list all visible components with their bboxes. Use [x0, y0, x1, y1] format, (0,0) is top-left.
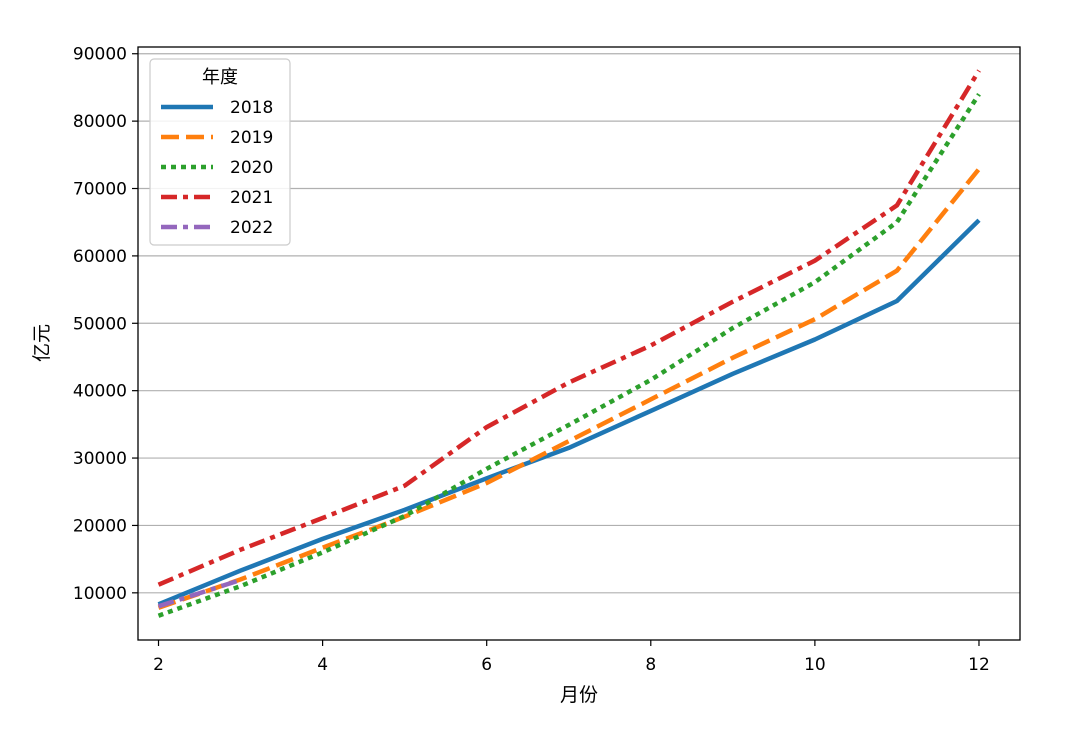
x-axis-label: 月份 — [560, 684, 598, 706]
y-axis-label: 亿元 — [31, 324, 53, 362]
series-line-2020 — [157, 92, 981, 618]
x-tick-label: 2 — [153, 655, 164, 675]
y-tick-label: 20000 — [73, 516, 127, 536]
plot-series — [157, 69, 981, 618]
series-line-2022 — [157, 577, 242, 609]
y-tick-label: 30000 — [73, 449, 127, 469]
x-tick-label: 6 — [481, 655, 492, 675]
legend-title: 年度 — [202, 67, 238, 88]
y-tick-label: 70000 — [73, 180, 127, 200]
y-tick-label: 80000 — [73, 112, 127, 132]
y-tick-label: 90000 — [73, 45, 127, 65]
y-tick-label: 40000 — [73, 382, 127, 402]
x-tick-label: 10 — [804, 655, 826, 675]
legend-label-2018: 2018 — [230, 98, 273, 118]
series-line-2018 — [157, 218, 981, 607]
legend: 年度 2018 2019 2020 2021 2022 — [149, 58, 291, 246]
legend-label-2022: 2022 — [230, 218, 273, 238]
plot-frame — [137, 46, 1021, 641]
y-tick-label: 50000 — [73, 314, 127, 334]
x-tick-label: 4 — [317, 655, 328, 675]
series-line-2021 — [157, 69, 981, 587]
legend-label-2021: 2021 — [230, 188, 273, 208]
y-tick-label: 10000 — [73, 584, 127, 604]
y-tick-label: 60000 — [73, 247, 127, 267]
legend-label-2019: 2019 — [230, 128, 273, 148]
x-tick-label: 12 — [968, 655, 990, 675]
x-tick-label: 8 — [645, 655, 656, 675]
legend-label-2020: 2020 — [230, 158, 273, 178]
axis-ticks: 10000 20000 30000 40000 50000 60000 70000 80000… — [73, 45, 990, 675]
